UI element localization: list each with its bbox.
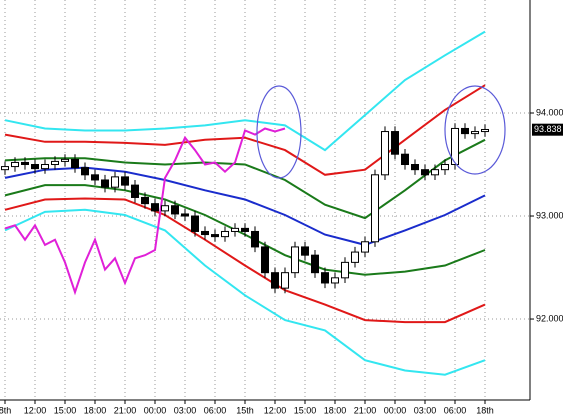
candle-body: [231, 227, 239, 232]
y-tick-label: 93.000: [536, 210, 563, 220]
candle-body: [471, 131, 479, 135]
x-tick-label: 12:00: [24, 405, 47, 415]
indicator-line: [4, 84, 486, 176]
candle-body: [391, 131, 399, 155]
x-tick-label: 21:00: [354, 405, 377, 415]
candle-body: [11, 161, 19, 168]
x-tick-label: 03:00: [414, 405, 437, 415]
candle-body: [381, 131, 389, 176]
candle-body: [121, 176, 129, 186]
x-tick-label: 18th: [476, 405, 494, 415]
x-tick-label: 21:00: [114, 405, 137, 415]
candle-body: [141, 196, 149, 205]
candle-body: [31, 164, 39, 170]
candle-body: [421, 169, 429, 176]
x-tick-label: 03:00: [174, 405, 197, 415]
x-tick-label: 00:00: [144, 405, 167, 415]
candle-body: [61, 158, 69, 162]
candle-body: [341, 261, 349, 279]
highlight-ellipse: [444, 85, 506, 175]
candle-body: [431, 169, 439, 176]
candles: [1, 123, 489, 294]
candle-body: [211, 234, 219, 238]
x-tick-label: 15:00: [54, 405, 77, 415]
candle-body: [111, 176, 119, 188]
x-tick-label: 15:00: [294, 405, 317, 415]
candle-body: [81, 167, 89, 176]
candle-body: [131, 184, 139, 198]
candle-body: [51, 160, 59, 166]
candle-body: [171, 205, 179, 215]
indicator-line: [4, 208, 486, 376]
candle-body: [321, 272, 329, 284]
candle-body: [311, 254, 319, 274]
x-tick-label: 18:00: [324, 405, 347, 415]
candle-body: [241, 227, 249, 232]
candle-body: [1, 166, 9, 171]
candle-body: [161, 205, 169, 212]
candle-body: [411, 164, 419, 171]
candle-body: [21, 161, 29, 166]
candle-body: [201, 230, 209, 236]
indicator-line: [4, 30, 486, 152]
x-tick-label: 00:00: [384, 405, 407, 415]
candle-body: [461, 127, 469, 135]
candle-body: [261, 246, 269, 274]
candle-body: [441, 164, 449, 171]
x-tick-label: 8th: [0, 405, 11, 415]
candle-body: [151, 203, 159, 212]
candle-body: [271, 272, 279, 289]
candle-body: [41, 164, 49, 170]
candle-body: [301, 246, 309, 256]
candle-body: [281, 272, 289, 289]
candle-body: [401, 153, 409, 166]
candle-body: [371, 174, 379, 243]
axes: 92.000 93.000 94.000 8th 12:00 15:00 18:00 21:0…: [0, 107, 563, 415]
candle-body: [251, 230, 259, 248]
last-price-box: [532, 123, 563, 136]
candle-body: [101, 179, 109, 188]
candle-body: [291, 246, 299, 274]
candle-body: [351, 251, 359, 263]
candle-body: [451, 127, 459, 166]
candle-body: [221, 230, 229, 238]
candle-body: [361, 241, 369, 253]
x-tick-label: 06:00: [444, 405, 467, 415]
highlight-ellipse: [256, 85, 302, 179]
indicator-line: [4, 127, 286, 296]
x-tick-label: 12:00: [264, 405, 287, 415]
y-tick-label: 94.000: [536, 107, 563, 117]
x-tick-label: 18:00: [84, 405, 107, 415]
x-tick-label: 15th: [236, 405, 254, 415]
candle-body: [71, 158, 79, 169]
candle-body: [481, 128, 489, 133]
last-price-label: 93.838: [534, 124, 562, 134]
indicator-line: [4, 138, 486, 220]
x-tick-label: 06:00: [204, 405, 227, 415]
candle-body: [91, 174, 99, 181]
candle-body: [181, 213, 189, 217]
indicator-line: [4, 197, 486, 324]
candle-body: [191, 215, 199, 232]
y-tick-label: 92.000: [536, 313, 563, 323]
candle-body: [331, 277, 339, 284]
